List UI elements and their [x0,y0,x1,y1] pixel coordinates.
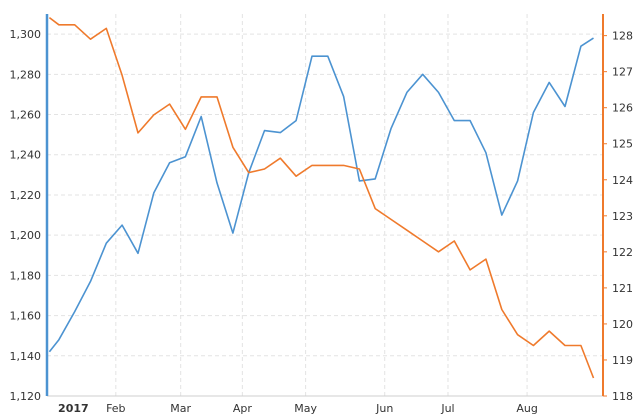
x-tick-label: Jul [440,402,454,415]
left-tick-label: 1,240 [10,149,42,162]
left-tick-label: 1,280 [10,68,42,81]
x-tick-label: Apr [233,402,253,415]
left-tick-label: 1,120 [10,390,42,403]
axes [45,14,607,397]
right-tick-label: 119 [612,354,633,367]
right-tick-label: 123 [612,210,633,223]
series-layer [48,16,595,379]
left-tick-label: 1,160 [10,310,42,323]
right-tick-label: 122 [612,246,633,259]
left-tick-label: 1,180 [10,269,42,282]
right-axis-series-line [48,16,595,379]
right-tick-label: 128 [612,30,633,43]
right-tick-label: 120 [612,318,633,331]
left-tick-label: 1,220 [10,189,42,202]
grid [47,14,603,397]
right-tick-label: 126 [612,102,633,115]
right-tick-label: 121 [612,282,633,295]
right-tick-label: 118 [612,390,633,403]
x-tick-label: May [294,402,317,415]
left-tick-label: 1,260 [10,109,42,122]
right-tick-label: 127 [612,66,633,79]
x-tick-label: Feb [106,402,125,415]
x-tick-label: 2017 [58,402,89,415]
right-tick-label: 125 [612,138,633,151]
left-axis-series-line [48,37,594,353]
left-tick-label: 1,200 [10,229,42,242]
right-tick-label: 124 [612,174,633,187]
left-tick-label: 1,300 [10,28,42,41]
x-tick-label: Mar [170,402,191,415]
left-tick-label: 1,140 [10,350,42,363]
x-tick-label: Jun [375,402,393,415]
x-tick-label: Aug [516,402,537,415]
tick-labels: 1,120 1,140 1,160 1,180 1,200 1,220 1,240 1,260… [10,28,634,415]
